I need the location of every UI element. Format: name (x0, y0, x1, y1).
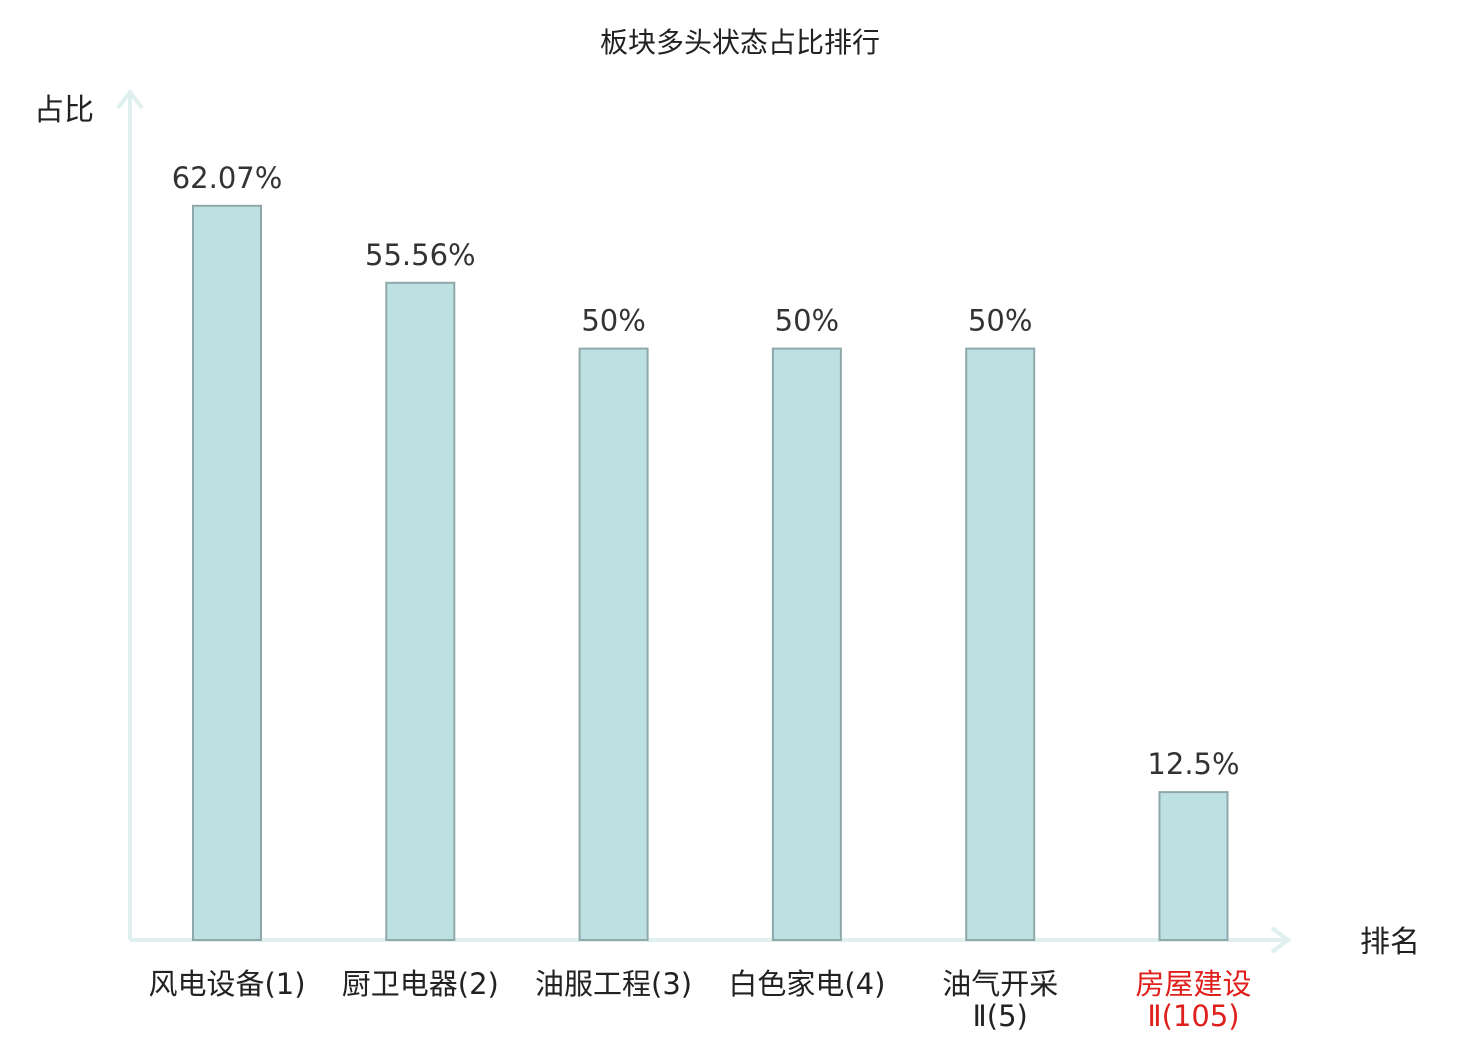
bar-value-label: 50% (968, 304, 1032, 338)
bar (1158, 791, 1229, 941)
bar-value-label: 50% (775, 304, 839, 338)
category-name: 房屋建设 (1135, 967, 1251, 1001)
category-name: 油气开采 (942, 967, 1058, 1001)
x-axis-label: 排名 (1360, 925, 1420, 960)
category-label: 厨卫电器(2) (342, 967, 499, 1001)
y-axis-label: 占比 (34, 93, 94, 128)
y-axis-arrow-icon (116, 88, 144, 110)
y-axis: 占比 (34, 88, 144, 940)
bar-value-label: 12.5% (1147, 747, 1239, 781)
value-labels-group: 62.07% 55.56% 50% 50% 50% 12.5% (172, 161, 1240, 781)
bar-value-label: 50% (581, 304, 645, 338)
bar (192, 204, 262, 942)
bars-group (192, 204, 1229, 942)
bar (578, 347, 649, 942)
category-rank: Ⅱ(5) (973, 999, 1028, 1033)
bar (965, 347, 1036, 942)
category-label: 油气开采 Ⅱ(5) (942, 967, 1058, 1033)
x-axis-arrow-icon (1270, 926, 1292, 954)
x-axis: 排名 (130, 925, 1420, 960)
category-label: 白色家电(4) (728, 967, 885, 1001)
category-label: 风电设备(1) (148, 967, 305, 1001)
bar-value-label: 62.07% (172, 161, 283, 195)
chart-title: 板块多头状态占比排行 (600, 26, 880, 59)
bar-value-label: 55.56% (365, 238, 476, 272)
bar (771, 347, 842, 942)
category-label: 油服工程(3) (535, 967, 692, 1001)
category-labels-group: 风电设备(1) 厨卫电器(2) 油服工程(3) 白色家电(4) 油气开采 Ⅱ(5) 房屋建设… (148, 967, 1251, 1033)
category-label-highlighted: 房屋建设 Ⅱ(105) (1135, 967, 1251, 1033)
bar (385, 281, 456, 941)
category-rank: Ⅱ(105) (1147, 999, 1239, 1033)
